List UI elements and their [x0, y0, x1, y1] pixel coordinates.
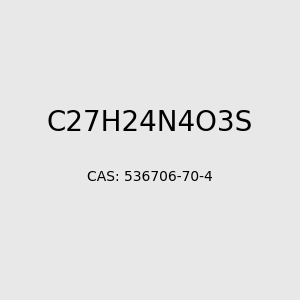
Text: C27H24N4O3S: C27H24N4O3S — [47, 109, 253, 137]
Text: CAS: 536706-70-4: CAS: 536706-70-4 — [87, 170, 213, 184]
